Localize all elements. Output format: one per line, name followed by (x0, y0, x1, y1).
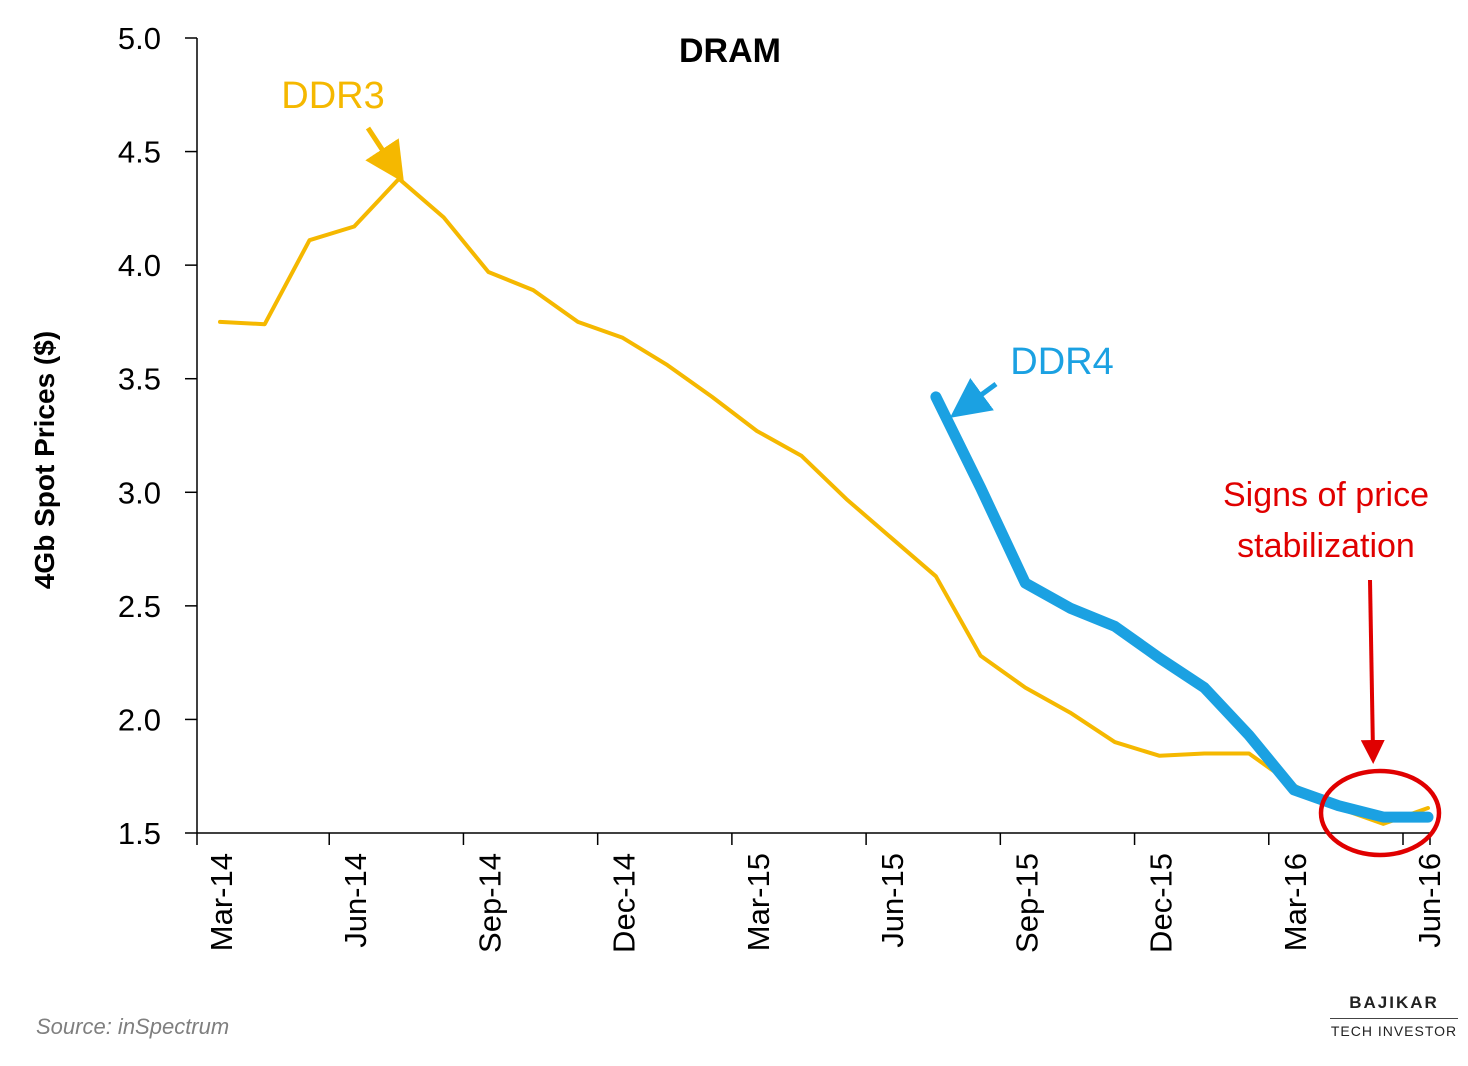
y-axis: 1.5 2.0 2.5 3.0 3.5 4.0 4.5 5.0 (118, 21, 198, 851)
x-tick-label: Mar-15 (741, 853, 776, 951)
brand-logo: BAJIKAR TECH INVESTOR (1330, 993, 1458, 1039)
y-tick-label: 5.0 (118, 21, 161, 56)
stabilization-circle (1318, 768, 1442, 858)
x-axis: Mar-14 Jun-14 Sep-14 Dec-14 Mar-15 Jun-15 Sep-… (196, 832, 1447, 953)
x-tick-label: Dec-14 (607, 853, 642, 953)
series-layer (218, 176, 1434, 826)
ddr4-arrow (949, 378, 998, 418)
stabilization-annotation-line2: stabilization (1237, 527, 1415, 565)
logo-bottom-text: TECH INVESTOR (1330, 1023, 1458, 1039)
x-tick-label: Mar-14 (204, 853, 239, 951)
ddr4-series-label: DDR4 (1010, 341, 1113, 383)
y-tick-label: 1.5 (118, 816, 161, 851)
logo-top-text: BAJIKAR (1330, 993, 1458, 1019)
y-tick-label: 2.5 (118, 589, 161, 624)
ddr3-series-label: DDR3 (281, 75, 384, 117)
ddr3-series-line (218, 176, 1430, 826)
x-tick-label: Jun-16 (1412, 853, 1447, 948)
ddr3-arrow (365, 126, 404, 183)
x-tick-label: Sep-15 (1009, 853, 1044, 953)
stabilization-arrow (1360, 579, 1385, 764)
y-tick-label: 2.0 (118, 702, 161, 737)
stabilization-annotation-line1: Signs of price (1223, 476, 1429, 514)
y-tick-label: 4.5 (118, 135, 161, 170)
x-tick-label: Jun-15 (875, 853, 910, 948)
chart-title: DRAM (679, 32, 781, 70)
ddr4-series-line (930, 391, 1434, 823)
y-axis-label: 4Gb Spot Prices ($) (29, 331, 60, 589)
x-tick-label: Mar-16 (1278, 853, 1313, 951)
x-tick-label: Jun-14 (338, 853, 373, 948)
y-tick-label: 4.0 (118, 248, 161, 283)
source-note: Source: inSpectrum (36, 1014, 230, 1039)
x-tick-label: Sep-14 (472, 853, 507, 953)
y-tick-label: 3.5 (118, 362, 161, 397)
x-tick-label: Dec-15 (1144, 853, 1179, 953)
y-tick-label: 3.0 (118, 475, 161, 510)
